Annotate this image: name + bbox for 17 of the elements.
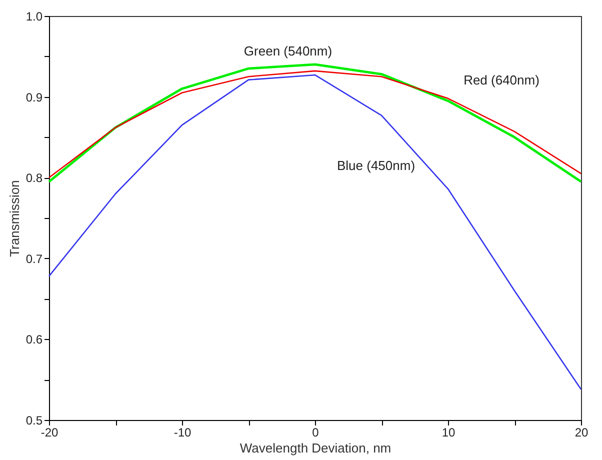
x-tick-label: 0 [312,426,320,440]
x-axis-title: Wavelength Deviation, nm [240,440,392,456]
y-tick-label: 1.0 [26,10,43,24]
x-tick-label: 20 [574,426,588,440]
y-tick-label: 0.8 [26,171,43,186]
y-tick-label: 0.9 [26,90,43,104]
line-series [48,74,582,390]
series-label: Green (540nm) [244,43,332,58]
y-axis-title: Transmission [6,180,22,257]
series-label: Red (640nm) [464,72,540,88]
series-label: Blue (450nm) [336,158,416,173]
x-tick-label: -20 [40,426,58,440]
x-tick-label: 10 [442,426,456,440]
y-tick-label: 0.6 [26,332,43,347]
x-tick-label: -10 [174,426,192,440]
y-tick-label: 0.7 [26,252,43,266]
y-tick-label: 0.5 [26,414,43,428]
